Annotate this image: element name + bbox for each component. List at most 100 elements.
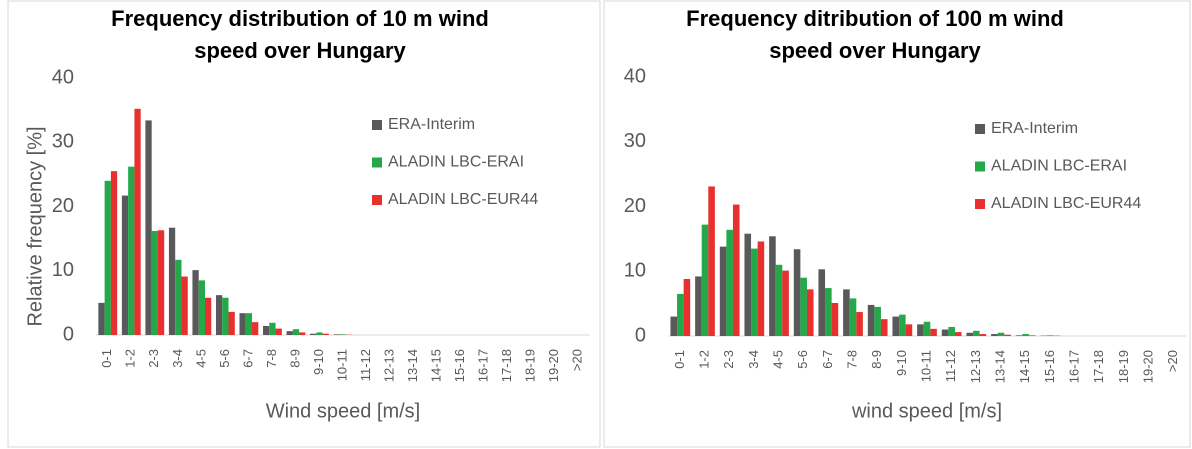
x-tick-label: 8-9 [287,349,302,368]
x-tick-label: 3-4 [746,350,761,369]
y-tick-label: 0 [635,324,646,346]
bar [941,329,949,336]
chart-title: speed over Hungary [769,38,981,63]
x-tick-label: 14-15 [429,349,444,382]
bar [215,295,223,335]
legend-swatch [975,161,985,172]
x-tick-label: 13-14 [405,349,420,382]
bar [719,246,727,336]
x-axis-label: Wind speed [m/s] [266,400,421,422]
bar [979,334,987,336]
bar [800,277,807,336]
y-tick-label: 10 [52,259,74,281]
bar [744,233,752,336]
bar [930,328,937,336]
x-tick-label: 15-16 [452,349,467,382]
bar [793,249,801,336]
bar [110,171,118,335]
bar [751,248,758,336]
bar [1022,334,1029,336]
y-tick-label: 10 [624,260,646,282]
x-tick-label: 15-16 [1042,350,1057,383]
bar [670,316,678,336]
bar [732,204,740,336]
legend-label: ALADIN LBC-ERAI [991,158,1127,175]
bar [222,297,229,335]
bar [917,324,924,336]
x-tick-label: 4-5 [770,350,785,369]
bar [228,311,235,335]
x-tick-label: 5-6 [217,349,232,368]
legend-label: ALADIN LBC-ERAI [388,154,524,171]
x-tick-label: 1-2 [696,350,711,369]
bar [775,264,783,336]
x-tick-label: 1-2 [123,349,138,368]
bar [145,120,152,335]
x-tick-label: 19-20 [1140,350,1155,383]
legend-swatch [372,195,382,205]
bar [997,332,1005,336]
bar [806,289,814,336]
bar [948,326,955,336]
x-tick-label: 10-11 [918,350,933,382]
bar [198,280,205,335]
bar [269,322,276,335]
bar [831,302,839,336]
y-tick-label: 40 [624,65,646,87]
x-tick-label: 9-10 [894,350,909,376]
bar [292,329,300,335]
bar [168,227,176,335]
bar [726,229,733,336]
x-tick-label: 2-3 [721,350,736,369]
bar [849,298,857,336]
bar [245,313,253,335]
bar [104,180,111,335]
bar [695,276,702,336]
x-tick-label: 0-1 [672,350,687,369]
bar [954,332,962,336]
y-tick-label: 30 [624,130,646,152]
y-tick-label: 40 [52,66,74,88]
x-tick-label: 6-7 [820,350,835,369]
bar [310,333,317,335]
legend-swatch [975,124,985,134]
y-tick-label: 20 [52,195,74,217]
chart-title: speed over Hungary [194,38,406,63]
bar [892,316,900,336]
x-tick-label: 4-5 [193,349,208,368]
x-tick-label: 0-1 [99,349,114,368]
bar [175,259,182,335]
bar [874,306,881,336]
bar [322,333,329,335]
bar [757,241,765,336]
bar [239,313,246,335]
bar [966,332,974,336]
bar [204,297,212,335]
bar [769,236,776,336]
bar [98,302,105,335]
bar [299,332,306,335]
bar [973,330,980,336]
chart-title: Frequency ditribution of 100 m wind [686,6,1064,31]
y-axis-label: Relative frequency [%] [24,126,46,326]
bar [339,334,347,335]
bar [1015,335,1023,336]
legend-label: ERA-Interim [388,116,475,133]
x-tick-label: 13-14 [992,350,1007,383]
x-tick-label: 17-18 [1091,350,1106,383]
bar [252,322,259,335]
bar [923,321,931,336]
bar [867,304,875,336]
bar [843,289,850,336]
x-tick-label: >20 [570,349,585,371]
bar [782,270,789,336]
y-tick-label: 30 [52,131,74,153]
bar [181,276,188,335]
bar [708,186,715,336]
legend-swatch [372,120,382,130]
x-tick-label: 8-9 [869,350,884,369]
x-tick-label: 10-11 [334,349,349,381]
bar [286,331,293,335]
bar [1004,334,1011,336]
